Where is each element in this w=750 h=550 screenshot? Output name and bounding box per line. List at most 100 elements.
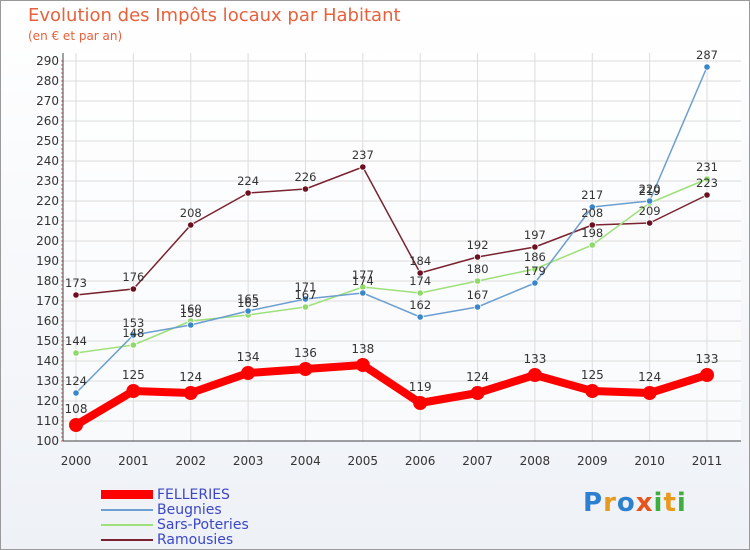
data-label: 108 [65, 402, 88, 416]
legend-swatch [101, 523, 153, 526]
x-tick-label: 2001 [118, 454, 149, 468]
data-label: 167 [467, 288, 489, 302]
series-line-ramousies [75, 166, 708, 296]
data-point [588, 221, 596, 229]
data-point [241, 366, 256, 380]
data-point [473, 303, 482, 311]
data-label: 177 [352, 268, 374, 282]
logo-letter: x [635, 488, 654, 518]
chart-subtitle: (en € et par an) [28, 29, 123, 43]
data-label: 209 [639, 204, 661, 218]
data-point [244, 189, 252, 197]
data-label: 138 [351, 342, 374, 356]
data-label: 223 [696, 176, 718, 190]
data-label: 186 [524, 250, 546, 264]
x-tick-label: 2011 [692, 454, 723, 468]
y-tick-label: 140 [36, 354, 59, 368]
data-point [298, 362, 313, 376]
logo-letter: r [603, 488, 617, 518]
data-point [187, 221, 195, 229]
x-tick-label: 2000 [61, 454, 92, 468]
y-tick-label: 270 [36, 94, 59, 108]
legend-swatch [101, 508, 153, 511]
x-tick-label: 2002 [175, 454, 206, 468]
data-point [531, 279, 539, 287]
data-point [355, 358, 370, 372]
data-label: 220 [639, 182, 661, 196]
y-tick-label: 180 [36, 274, 59, 288]
data-label: 158 [180, 306, 202, 320]
data-label: 237 [352, 148, 374, 162]
data-point [703, 175, 711, 183]
data-label: 180 [467, 262, 489, 276]
data-point [183, 386, 198, 400]
data-point [642, 386, 657, 400]
logo-letter: i [653, 488, 664, 518]
data-point [470, 386, 485, 400]
data-point [527, 368, 542, 382]
data-label: 198 [581, 226, 603, 240]
data-label: 224 [237, 174, 259, 188]
legend-item: Ramousies [101, 531, 249, 548]
legend-item: FELLERIES [101, 487, 249, 503]
x-tick-label: 2009 [577, 454, 608, 468]
y-tick-label: 220 [36, 194, 59, 208]
data-point [301, 303, 310, 311]
data-label: 119 [409, 380, 432, 394]
x-tick-label: 2006 [405, 454, 436, 468]
y-tick-label: 250 [36, 134, 59, 148]
data-point [129, 341, 137, 349]
logo-letter: P [583, 488, 604, 518]
legend-label: Ramousies [157, 531, 234, 548]
data-point [69, 418, 83, 432]
data-point [129, 331, 137, 339]
data-label: 124 [638, 370, 661, 384]
data-label: 134 [237, 350, 260, 364]
y-tick-label: 120 [36, 394, 59, 408]
data-label: 192 [467, 238, 489, 252]
data-label: 124 [65, 374, 87, 388]
data-label: 208 [581, 206, 603, 220]
data-label: 124 [466, 370, 489, 384]
data-label: 173 [65, 276, 87, 290]
proxiti-logo: Proxiti [583, 488, 687, 518]
data-point [72, 349, 80, 357]
data-point [588, 203, 596, 211]
logo-letter: t [663, 488, 677, 518]
data-label: 124 [179, 370, 202, 384]
data-label: 125 [122, 368, 145, 382]
legend-swatch [101, 490, 153, 499]
data-point [588, 241, 596, 249]
data-point [531, 265, 539, 273]
data-label: 163 [237, 296, 259, 310]
data-point [703, 191, 711, 199]
data-label: 160 [180, 302, 202, 316]
data-point [416, 269, 424, 277]
data-label: 217 [581, 188, 603, 202]
data-label: 144 [65, 334, 87, 348]
data-label: 136 [294, 346, 317, 360]
series-line-felleries [73, 361, 709, 429]
x-tick-label: 2007 [462, 454, 493, 468]
data-point [301, 185, 310, 193]
legend: FELLERIES Beugnies Sars-Poteries Ramousi… [101, 487, 249, 548]
series-line-beugnies [75, 66, 708, 394]
data-label: 287 [696, 48, 718, 62]
data-label: 208 [180, 206, 202, 220]
data-point [703, 63, 711, 71]
logo-letter: o [616, 488, 636, 518]
y-tick-label: 240 [36, 154, 59, 168]
data-point [187, 321, 195, 329]
data-label: 226 [294, 170, 316, 184]
data-point [531, 243, 539, 251]
y-tick-label: 160 [36, 314, 59, 328]
data-point [72, 389, 80, 397]
x-tick-label: 2003 [233, 454, 264, 468]
data-point [473, 253, 482, 261]
y-tick-label: 190 [36, 254, 59, 268]
legend-label: Sars-Poteries [157, 516, 249, 533]
data-point [413, 396, 428, 410]
y-tick-label: 230 [36, 174, 59, 188]
y-tick-label: 210 [36, 214, 59, 228]
